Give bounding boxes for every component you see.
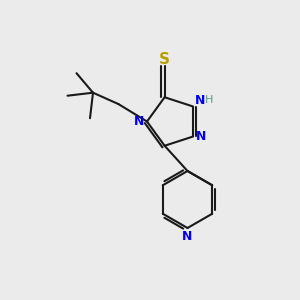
- Text: N: N: [196, 130, 206, 143]
- Text: N: N: [134, 115, 144, 128]
- Text: S: S: [159, 52, 170, 67]
- Text: N: N: [182, 230, 193, 243]
- Text: H: H: [205, 95, 213, 105]
- Text: N: N: [194, 94, 205, 107]
